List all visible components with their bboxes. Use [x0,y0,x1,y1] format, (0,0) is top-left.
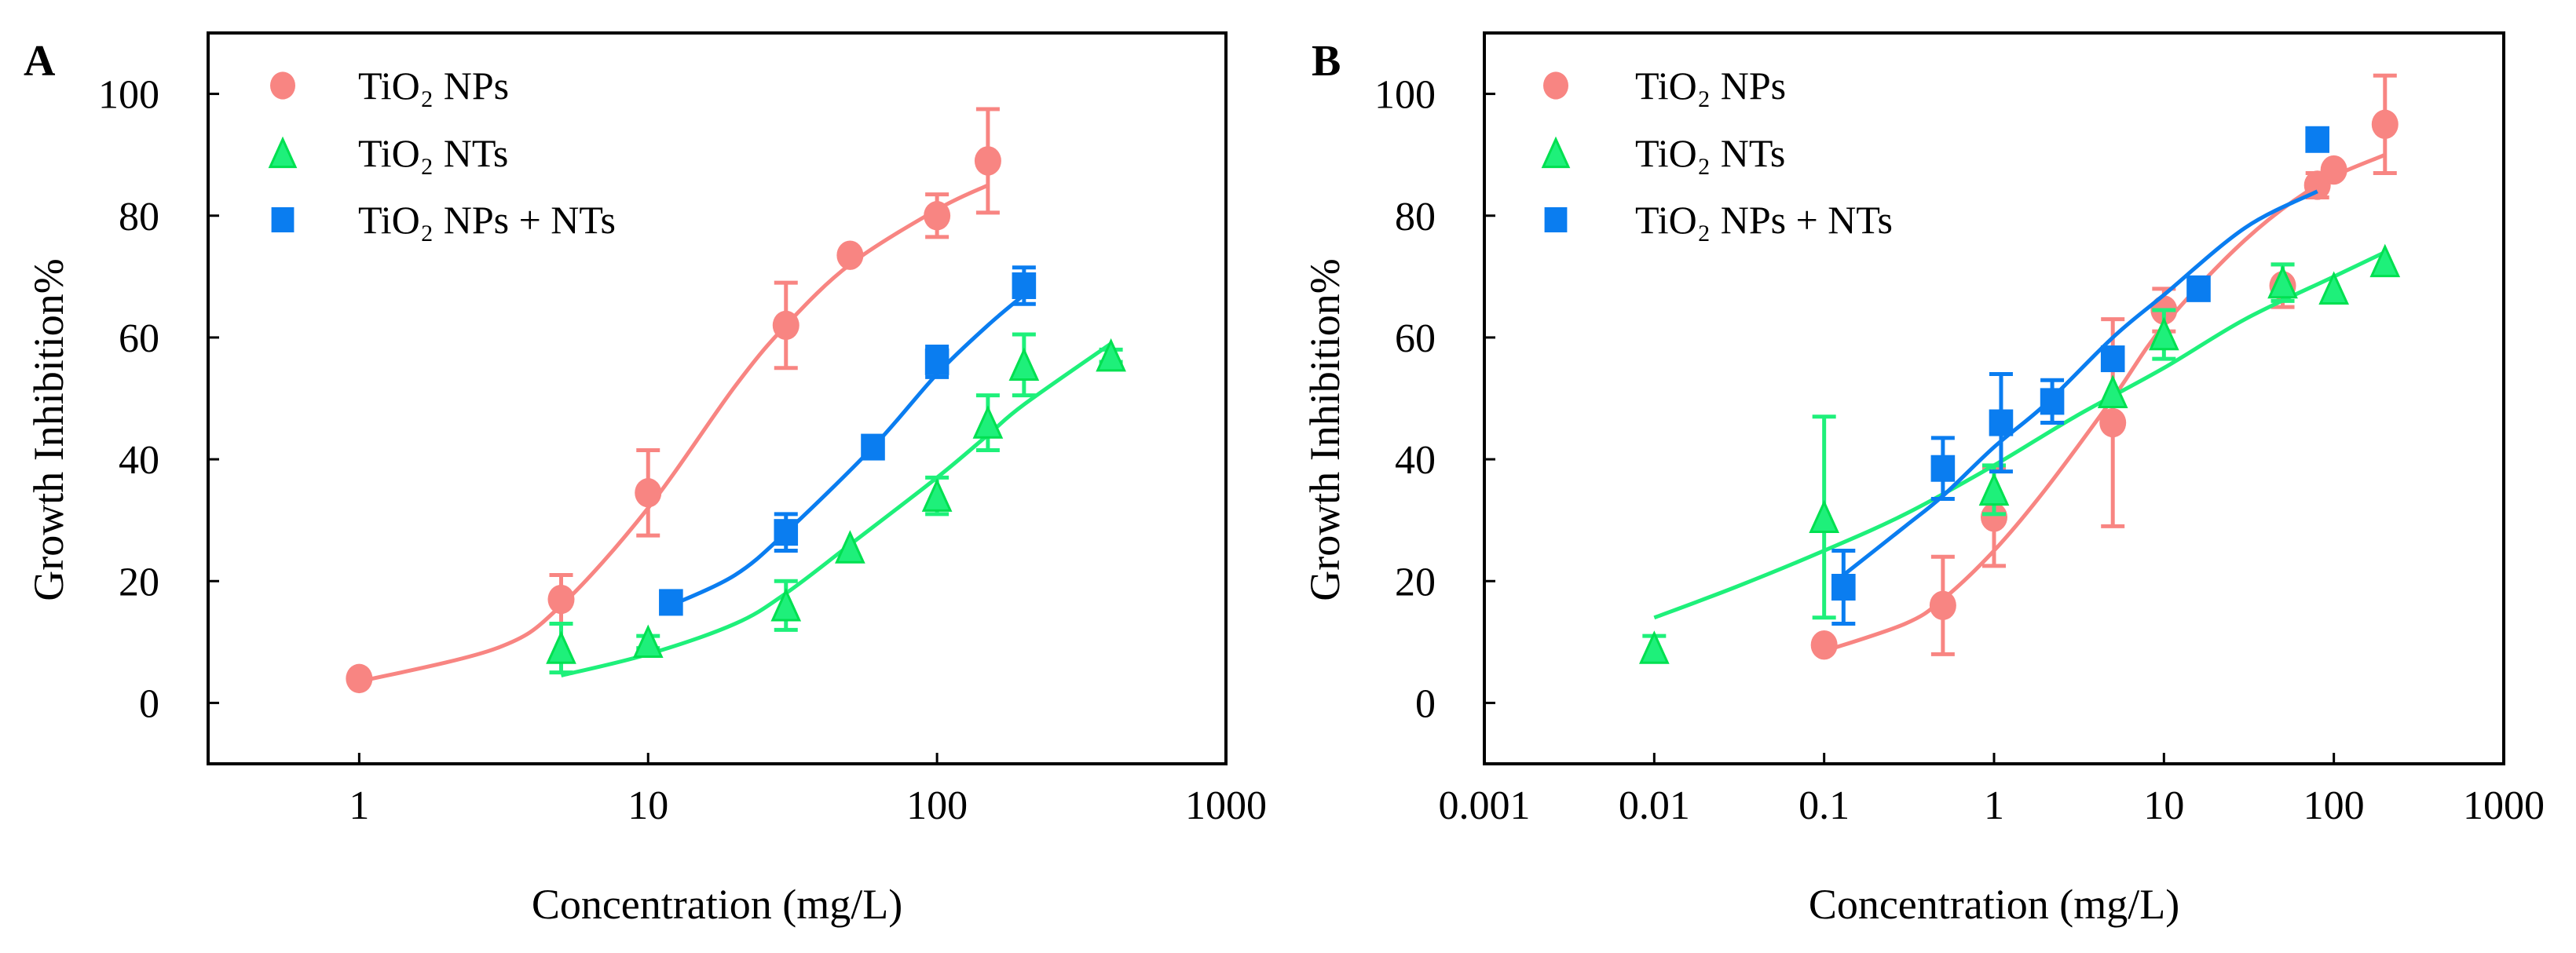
legend-marker-square [1544,207,1568,232]
fit-curve [1653,250,2386,620]
panel-letter: A [24,37,56,86]
x-tick-label: 1000 [2463,783,2545,828]
series-triangle [546,332,1126,677]
data-point [632,624,664,659]
y-tick-label: 40 [1395,438,1436,483]
data-point [547,584,575,615]
data-point [1831,574,1856,601]
series-circle [346,107,1001,694]
legend-marker-triangle [1541,136,1571,169]
fit-curve [1842,189,2318,577]
series-square [659,265,1037,616]
panel-a: A 1 10 100 1000 0 20 40 60 80 100 Concentration (mg… [24,31,1267,928]
data-point [1810,630,1838,660]
x-tick-label: 1000 [1185,783,1267,828]
data-point [836,240,864,270]
y-axis-label: Growth Inhibition% [25,258,72,601]
y-tick-label: 80 [119,195,159,239]
legend-marker-square [271,207,295,232]
legend-marker-triangle [268,136,298,169]
y-tick-label: 0 [1415,681,1436,726]
legend-label: TiO₂ NPs [358,64,509,108]
data-point [346,663,373,694]
data-point [924,201,951,231]
y-tick-label: 100 [98,73,159,118]
data-point [2369,243,2401,278]
data-point [861,433,885,461]
x-axis-label: Concentration (mg/L) [532,881,902,928]
y-tick-label: 40 [119,438,159,483]
data-point [2186,275,2211,302]
data-point [1930,455,1956,482]
x-tick-label: 1 [1984,783,2004,828]
data-point [635,478,662,508]
data-point [2099,407,2127,438]
legend-label: TiO₂ NPs [1635,64,1786,108]
data-point [2305,126,2330,153]
data-point [2149,316,2179,351]
fit-curve [560,341,1113,677]
x-tick-label: 0.1 [1798,783,1850,828]
data-point [1639,630,1670,664]
legend-marker-circle [1543,71,1568,100]
x-tick-label: 10 [628,783,668,828]
y-tick-label: 20 [119,560,159,604]
data-point [2371,109,2399,140]
x-tick-label: 0.001 [1439,783,1531,828]
x-tick-label: 10 [2143,783,2184,828]
data-point [972,405,1004,439]
data-point [1096,338,1126,372]
data-point [1012,272,1037,299]
data-point [772,310,800,341]
data-point [774,519,799,546]
legend-label: TiO₂ NTs [1635,131,1785,175]
data-point [2100,345,2125,373]
x-tick-label: 0.01 [1619,783,1690,828]
series-square [1831,126,2330,626]
data-point [659,589,683,616]
data-point [1981,502,2007,532]
data-point [924,348,950,375]
x-tick-label: 100 [2303,783,2365,828]
y-tick-label: 0 [139,681,159,726]
plot-frame [207,31,1228,765]
y-tick-label: 20 [1395,560,1436,604]
panel-letter: B [1312,37,1341,86]
y-tick-label: 60 [1395,316,1436,361]
panel-b: B 0.001 0.01 0.1 1 10 100 1000 0 20 40 60 80 100 Conce… [1301,31,2545,928]
fit-curve [358,183,989,684]
data-point [1989,409,2014,436]
legend-label: TiO₂ NTs [358,131,508,175]
data-point [1809,499,1839,533]
data-point [1929,590,1956,620]
data-point [2040,388,2065,415]
data-point [835,530,865,564]
y-tick-label: 100 [1374,73,1436,118]
x-tick-label: 1 [349,783,369,828]
data-point [770,587,802,622]
data-point [2318,271,2349,305]
data-point [1008,347,1040,382]
data-point [974,146,1001,176]
legend-marker-circle [270,71,295,100]
x-axis-label: Concentration (mg/L) [1809,881,2179,928]
legend-label: TiO₂ NPs + NTs [1635,198,1893,242]
data-point [1978,472,2010,506]
data-point [921,478,953,512]
data-point [2267,265,2298,299]
y-tick-label: 80 [1395,195,1436,239]
x-tick-label: 100 [906,783,968,828]
y-axis-label: Growth Inhibition% [1301,258,1348,601]
y-tick-label: 60 [119,316,159,361]
data-point [2320,155,2347,185]
legend-label: TiO₂ NPs + NTs [358,198,616,242]
data-point [2097,374,2128,408]
data-point [546,630,576,664]
series-triangle [1639,243,2401,664]
